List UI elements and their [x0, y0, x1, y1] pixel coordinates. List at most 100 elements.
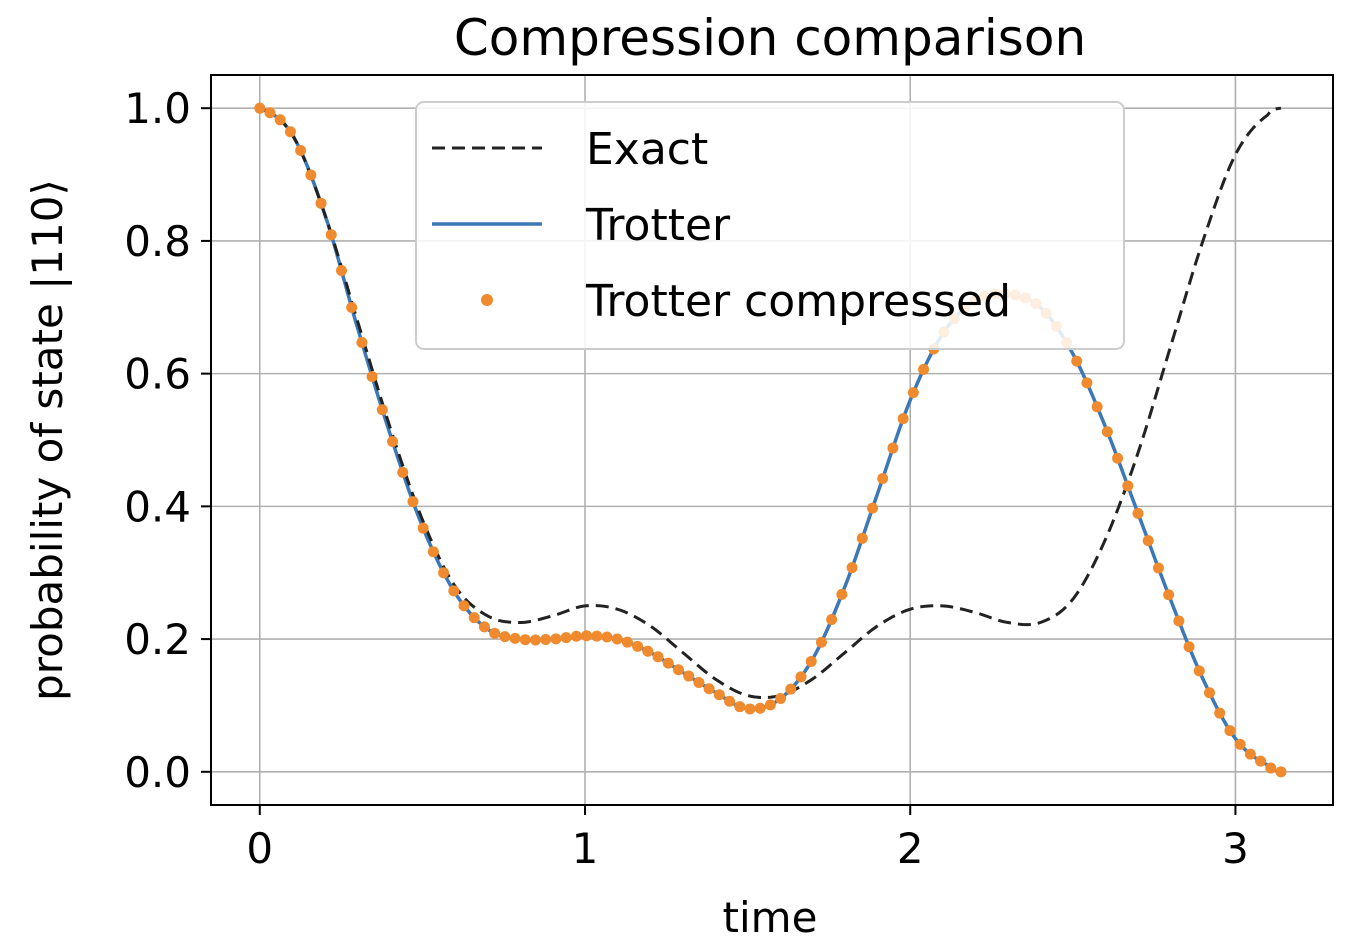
- compressed-point: [315, 197, 327, 209]
- compressed-point: [325, 229, 337, 241]
- x-axis-label: time: [723, 893, 818, 942]
- compressed-point: [254, 102, 266, 114]
- compressed-point: [683, 670, 695, 682]
- x-tick-label: 3: [1222, 824, 1249, 873]
- compressed-point: [1244, 748, 1256, 760]
- compressed-point: [1122, 480, 1134, 492]
- compressed-point: [632, 640, 644, 652]
- y-axis-label: probability of state |110⟩: [23, 179, 72, 701]
- compressed-point: [530, 634, 541, 646]
- series-line-exact: [259, 106, 1282, 700]
- compressed-point: [652, 651, 664, 663]
- compressed-point: [877, 473, 889, 485]
- compressed-point: [295, 145, 307, 157]
- compressed-point: [458, 600, 470, 612]
- compressed-point: [693, 676, 705, 688]
- compressed-point: [397, 466, 409, 478]
- compressed-point: [468, 612, 480, 624]
- compressed-point: [846, 562, 858, 574]
- x-tick-label: 0: [246, 824, 273, 873]
- compressed-point: [448, 585, 460, 597]
- compressed-point: [1255, 755, 1267, 767]
- legend-box: [415, 101, 1125, 350]
- compressed-point: [866, 502, 878, 514]
- compressed-point: [1091, 401, 1103, 413]
- compressed-point: [1214, 707, 1226, 719]
- compressed-point: [1234, 738, 1246, 750]
- compressed-point: [785, 683, 797, 695]
- compressed-point: [744, 703, 756, 715]
- compressed-point: [815, 636, 827, 648]
- compressed-point: [550, 633, 562, 645]
- ticks: 0 1 2 3 0.0 0.2 0.4 0.6 0.8 1.0: [124, 84, 1249, 873]
- compressed-point: [284, 126, 296, 138]
- compressed-point: [591, 630, 603, 642]
- compressed-point: [356, 337, 368, 348]
- compressed-point: [305, 169, 317, 181]
- y-tick-label: 0.4: [124, 482, 191, 531]
- y-tick-label: 0.8: [124, 217, 191, 266]
- legend-label: Trotter: [585, 200, 731, 251]
- compressed-point: [642, 645, 654, 657]
- compressed-point: [570, 630, 582, 642]
- compressed-point: [836, 588, 848, 600]
- x-tick-label: 1: [572, 824, 599, 873]
- compressed-point: [1112, 452, 1124, 464]
- compressed-point: [754, 702, 766, 714]
- legend-item-trotter-compressed: Trotter compressed: [481, 276, 1011, 327]
- compressed-point: [764, 699, 776, 711]
- compressed-point: [376, 404, 388, 416]
- compressed-point: [499, 631, 511, 643]
- compressed-point: [621, 636, 633, 648]
- compressed-point: [856, 532, 868, 544]
- compressed-point: [438, 567, 450, 579]
- compressed-point: [509, 632, 521, 644]
- compressed-point: [1173, 615, 1185, 627]
- legend: Exact Trotter Trotter compressed: [415, 101, 1125, 350]
- compressed-point: [1081, 377, 1093, 389]
- compressed-point: [662, 657, 674, 669]
- compressed-point: [672, 664, 684, 676]
- compressed-point: [274, 114, 286, 126]
- y-tick-label: 1.0: [124, 84, 191, 133]
- legend-swatch: [481, 294, 493, 306]
- compressed-point: [417, 522, 429, 534]
- compressed-point: [407, 496, 419, 508]
- compressed-point: [734, 701, 746, 713]
- compressed-point: [387, 436, 399, 448]
- x-tick-label: 2: [897, 824, 924, 873]
- compressed-point: [427, 546, 439, 558]
- compressed-point: [724, 695, 736, 707]
- legend-label: Trotter compressed: [585, 276, 1011, 327]
- compressed-point: [1265, 762, 1277, 774]
- compressed-point: [703, 683, 715, 695]
- compressed-point: [805, 655, 817, 667]
- compressed-point: [1193, 665, 1205, 677]
- compressed-point: [489, 627, 501, 639]
- y-tick-label: 0.2: [124, 615, 191, 664]
- compressed-point: [264, 107, 276, 119]
- compressed-point: [478, 621, 490, 633]
- legend-item-exact: Exact: [432, 124, 708, 175]
- compressed-point: [1142, 535, 1154, 547]
- compressed-point: [366, 371, 378, 383]
- compressed-point: [540, 633, 552, 645]
- y-tick-label: 0.0: [124, 748, 191, 797]
- legend-label: Exact: [586, 124, 708, 175]
- compressed-point: [335, 265, 347, 277]
- compressed-point: [1132, 507, 1144, 519]
- chart-title: Compression comparison: [454, 9, 1086, 67]
- compressed-point: [1224, 725, 1236, 737]
- compressed-point: [897, 413, 909, 425]
- compressed-point: [1275, 766, 1287, 778]
- compressed-point: [826, 613, 838, 625]
- compressed-point: [1183, 641, 1195, 653]
- legend-item-trotter: Trotter: [432, 200, 731, 251]
- plot-frame: [210, 74, 1334, 806]
- compressed-point: [887, 442, 899, 454]
- compressed-point: [581, 630, 593, 642]
- compressed-point: [713, 689, 725, 701]
- compressed-point: [1152, 562, 1164, 574]
- compressed-point: [1101, 426, 1113, 438]
- compressed-point: [1071, 355, 1083, 367]
